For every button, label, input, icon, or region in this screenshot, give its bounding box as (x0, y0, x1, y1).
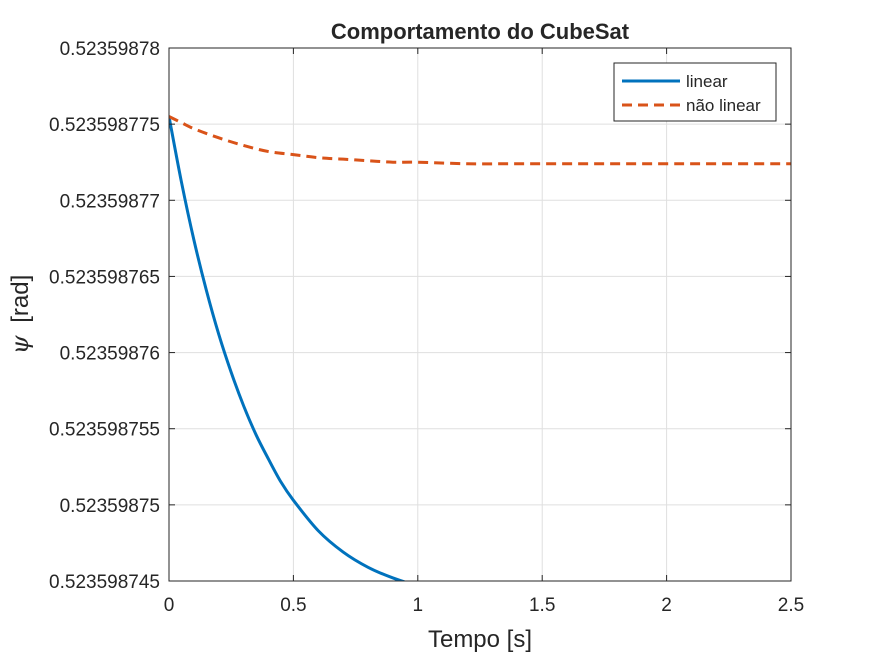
y-tick-label: 0.52359878 (60, 39, 160, 60)
x-tick-label: 0.5 (280, 595, 306, 616)
series-line-linear (169, 116, 407, 581)
grid-lines (169, 48, 791, 581)
chart-title: Comportamento do CubeSat (331, 19, 630, 44)
x-tick-label: 1 (413, 595, 424, 616)
x-tick-label: 2.5 (778, 595, 804, 616)
series-layer (169, 115, 791, 581)
x-axis-label: Tempo [s] (428, 626, 532, 653)
legend-label: não linear (686, 96, 761, 115)
y-axis-label: ψ [rad] (6, 275, 34, 355)
y-tick-label: 0.523598755 (49, 420, 160, 441)
legend: linear não linear (613, 62, 777, 122)
y-tick-label: 0.523598775 (49, 115, 160, 136)
y-tick-label: 0.52359876 (60, 344, 160, 365)
y-tick-label: 0.52359875 (60, 496, 160, 517)
axis-ticks (168, 47, 792, 582)
y-tick-label: 0.523598745 (49, 572, 160, 593)
x-tick-label: 2 (661, 595, 672, 616)
plot-frame (168, 47, 792, 582)
series-line-n-o-linear (169, 115, 791, 166)
y-tick-label: 0.52359877 (60, 191, 160, 212)
tick-labels: 0 0.5 1 1.5 2 2.5 0.523598745 0.52359875 0.52359… (49, 39, 804, 616)
plot-area (169, 48, 791, 581)
y-axis-symbol: ψ (6, 334, 34, 354)
y-axis-unit: [rad] (7, 275, 34, 323)
y-tick-label: 0.523598765 (49, 267, 160, 288)
legend-box (613, 62, 777, 122)
x-tick-label: 1.5 (529, 595, 555, 616)
legend-label: linear (686, 72, 728, 91)
x-tick-label: 0 (164, 595, 175, 616)
